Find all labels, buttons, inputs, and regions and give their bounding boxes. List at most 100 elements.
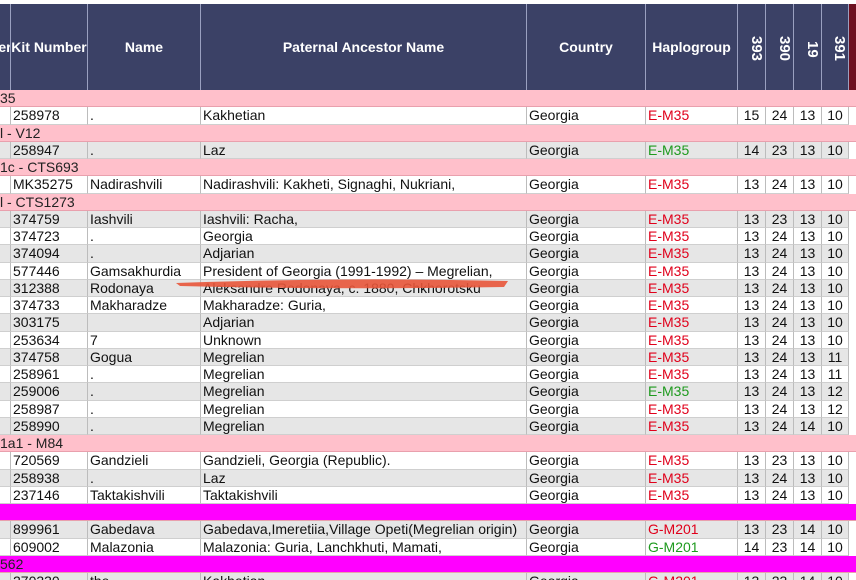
- right-strip: [849, 4, 856, 90]
- str-cell: 13: [738, 348, 766, 366]
- str-cell: 13: [794, 297, 822, 315]
- country-cell: Georgia: [527, 469, 646, 487]
- str-cell: 13: [794, 383, 822, 401]
- cell: [0, 297, 11, 315]
- name-cell: Gabedava: [88, 521, 201, 539]
- cell: [0, 538, 11, 556]
- name-cell: .: [88, 383, 201, 401]
- str-cell: 10: [822, 573, 849, 580]
- str-cell: 24: [766, 400, 794, 418]
- str-cell: 13: [738, 452, 766, 470]
- str-cell: 23: [766, 538, 794, 556]
- ancestor-cell: Malazonia: Guria, Lanchkhuti, Mamati,: [201, 538, 527, 556]
- country-cell: Georgia: [527, 366, 646, 384]
- str-cell: 11: [822, 348, 849, 366]
- str-cell: 23: [766, 573, 794, 580]
- str-cell: 10: [822, 107, 849, 125]
- haplogroup-cell: E-M35: [646, 176, 738, 194]
- str-cell: 10: [822, 469, 849, 487]
- cell: [0, 521, 11, 539]
- str-cell: 10: [822, 210, 849, 228]
- column-header: Name: [88, 4, 201, 90]
- str-cell: 10: [822, 486, 849, 504]
- str-cell: 10: [822, 228, 849, 246]
- str-cell: 13: [738, 573, 766, 580]
- name-cell: 7: [88, 331, 201, 349]
- ancestor-cell: Iashvili: Racha,: [201, 210, 527, 228]
- str-cell: 24: [766, 279, 794, 297]
- str-cell: 13: [738, 400, 766, 418]
- ancestor-cell: Megrelian: [201, 417, 527, 435]
- kit-cell: 258947: [11, 141, 88, 159]
- str-cell: 11: [822, 366, 849, 384]
- kit-cell: 258938: [11, 469, 88, 487]
- ancestor-cell: Kakhetian: [201, 107, 527, 125]
- name-cell: the: [88, 573, 201, 580]
- str-cell: 24: [766, 417, 794, 435]
- name-cell: .: [88, 417, 201, 435]
- ancestor-cell: Adjarian: [201, 314, 527, 332]
- cell: [0, 366, 11, 384]
- str-cell: 13: [794, 331, 822, 349]
- country-cell: Georgia: [527, 210, 646, 228]
- haplogroup-cell: E-M35: [646, 210, 738, 228]
- str-cell: 13: [794, 279, 822, 297]
- str-cell: 24: [766, 486, 794, 504]
- str-cell: 24: [766, 314, 794, 332]
- str-cell: 24: [766, 366, 794, 384]
- haplogroup-cell: E-M35: [646, 383, 738, 401]
- name-cell: .: [88, 366, 201, 384]
- top-strip: [0, 0, 856, 4]
- name-cell: Nadirashvili: [88, 176, 201, 194]
- str-cell: 24: [766, 469, 794, 487]
- str-cell: 23: [766, 141, 794, 159]
- country-cell: Georgia: [527, 538, 646, 556]
- ancestor-cell: Unknown: [201, 331, 527, 349]
- str-cell: 10: [822, 314, 849, 332]
- str-cell: 13: [738, 297, 766, 315]
- country-cell: Georgia: [527, 417, 646, 435]
- country-cell: Georgia: [527, 383, 646, 401]
- name-cell: .: [88, 107, 201, 125]
- name-cell: Gamsakhurdia: [88, 262, 201, 280]
- haplogroup-cell: E-M35: [646, 141, 738, 159]
- country-cell: Georgia: [527, 348, 646, 366]
- name-cell: .: [88, 400, 201, 418]
- cell: [0, 314, 11, 332]
- haplogroup-cell: E-M35: [646, 400, 738, 418]
- str-cell: 10: [822, 176, 849, 194]
- str-cell: 24: [766, 176, 794, 194]
- cell: [0, 245, 11, 263]
- kit-cell: 259006: [11, 383, 88, 401]
- country-cell: Georgia: [527, 486, 646, 504]
- kit-cell: 237146: [11, 486, 88, 504]
- cell: [0, 279, 11, 297]
- str-cell: 13: [794, 366, 822, 384]
- country-cell: Georgia: [527, 279, 646, 297]
- str-cell: 13: [738, 469, 766, 487]
- str-cell: 13: [738, 210, 766, 228]
- haplogroup-cell: G-M201: [646, 538, 738, 556]
- str-cell: 13: [794, 107, 822, 125]
- haplogroup-cell: E-M35: [646, 228, 738, 246]
- haplogroup-cell: G-M201: [646, 573, 738, 580]
- country-cell: Georgia: [527, 245, 646, 263]
- str-cell: 23: [766, 452, 794, 470]
- str-cell: 24: [766, 331, 794, 349]
- cell: [0, 331, 11, 349]
- kit-cell: 899961: [11, 521, 88, 539]
- country-cell: Georgia: [527, 228, 646, 246]
- str-cell: 13: [794, 262, 822, 280]
- haplogroup-cell: E-M35: [646, 486, 738, 504]
- column-header: 393: [738, 4, 766, 90]
- haplogroup-cell: E-M35: [646, 366, 738, 384]
- group-row: 1c - CTS693: [0, 159, 856, 177]
- country-cell: Georgia: [527, 141, 646, 159]
- str-cell: 14: [738, 141, 766, 159]
- kit-cell: 253634: [11, 331, 88, 349]
- str-cell: 14: [794, 573, 822, 580]
- kit-cell: 270330: [11, 573, 88, 580]
- kit-cell: 577446: [11, 262, 88, 280]
- str-cell: 13: [794, 141, 822, 159]
- str-cell: 13: [794, 486, 822, 504]
